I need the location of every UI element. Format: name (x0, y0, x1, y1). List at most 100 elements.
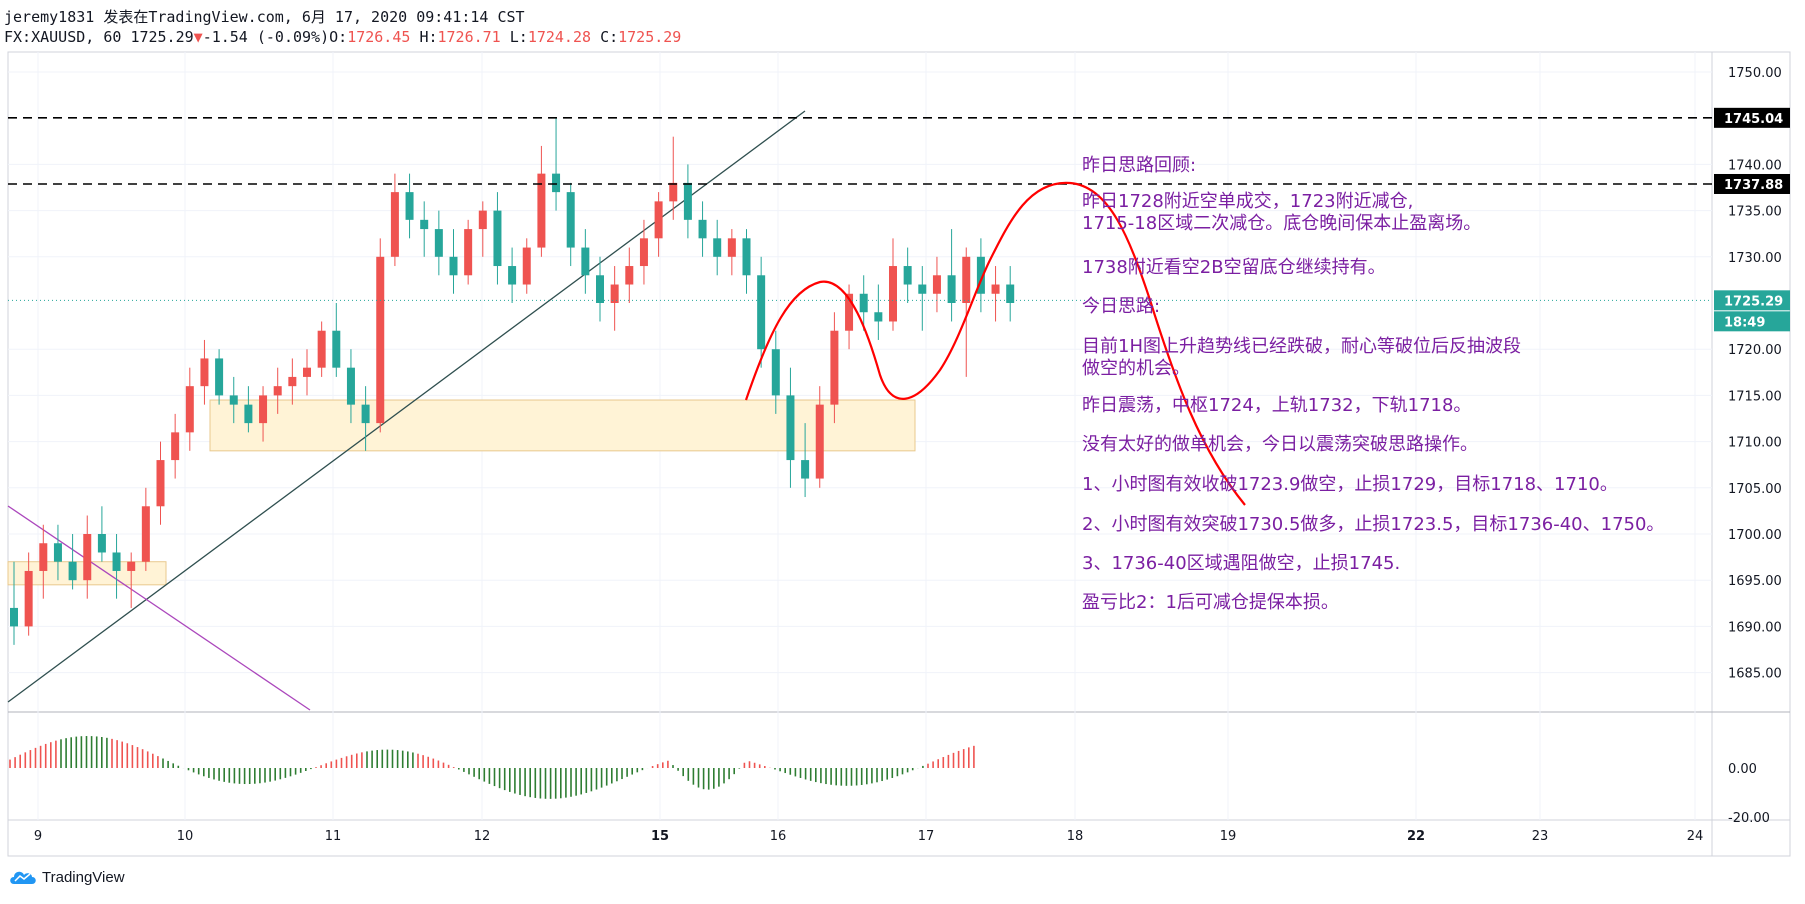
candle-body (346, 367, 355, 405)
note-line: 1738附近看空2B空留底仓继续持有。 (1082, 257, 1386, 278)
price-tag-label: 1725.29 (1724, 294, 1783, 309)
candle-body (420, 219, 429, 230)
price-tick: 1710.00 (1728, 436, 1782, 451)
candle-body (801, 460, 810, 479)
candle-body (127, 561, 136, 571)
note-line: 2、小时图有效突破1730.5做多，止损1723.5，目标1736-40、175… (1082, 514, 1665, 535)
price-tick: 1730.00 (1728, 251, 1782, 266)
note-line: 目前1H图上升趋势线已经跌破，耐心等破位后反抽波段 (1082, 336, 1521, 357)
candle-body (259, 395, 268, 424)
note-line: 做空的机会。 (1082, 358, 1190, 379)
candle-body (68, 561, 77, 581)
candle-body (508, 266, 517, 285)
candle-body (390, 192, 399, 257)
time-tick: 11 (325, 829, 342, 844)
note-line: 3、1736-40区域遇阻做空，止损1745. (1082, 553, 1401, 574)
downtrend-line[interactable] (7, 505, 311, 711)
candle-body (97, 534, 106, 553)
change-pct-label: (-0.09%) (256, 28, 330, 46)
down-arrow-icon: ▼ (193, 28, 203, 46)
candle-body (976, 256, 985, 294)
candle-body (537, 173, 546, 248)
price-tick: 1740.00 (1728, 158, 1782, 173)
note-line: 昨日震荡，中枢1724，上轨1732，下轨1718。 (1082, 395, 1472, 416)
candle-body (947, 275, 956, 303)
candle-body (610, 284, 619, 303)
levels (8, 117, 1712, 301)
note-line: 昨日思路回顾: (1082, 155, 1197, 176)
high-value: 1726.71 (437, 28, 501, 46)
candle-body (39, 543, 48, 571)
candle-body (478, 210, 487, 230)
time-axis[interactable]: 9 10 11 12 15 16 17 18 19 22 23 24 (34, 829, 1703, 844)
candle-body (903, 266, 912, 285)
candle-body (566, 192, 575, 248)
price-tick: 1695.00 (1728, 574, 1782, 589)
price-tag-label: 1745.04 (1724, 112, 1783, 127)
candle-body (215, 358, 224, 396)
time-tick: 12 (474, 829, 491, 844)
candle-body (830, 330, 839, 405)
price-tag (1714, 290, 1790, 311)
candle-body (859, 293, 868, 313)
close-value: 1725.29 (618, 28, 682, 46)
price-tag (1714, 173, 1790, 194)
price-tick: 1735.00 (1728, 205, 1782, 220)
indicator-tick: 0.00 (1728, 762, 1757, 777)
price-tick: 1700.00 (1728, 528, 1782, 543)
time-tick: 22 (1407, 829, 1425, 844)
note-line: 盈亏比2：1后可减仓提保本损。 (1082, 592, 1339, 613)
tradingview-logo[interactable]: TradingView (8, 868, 125, 886)
candle-body (53, 543, 62, 562)
note-line: 昨日1728附近空单成交，1723附近减仓, (1082, 191, 1414, 212)
candle-body (376, 256, 385, 424)
candle-body (552, 173, 561, 193)
candle-body (200, 358, 209, 387)
time-tick: 24 (1687, 829, 1704, 844)
candle-body (918, 284, 927, 294)
publish-info: jeremy1831 发表在TradingView.com, 6月 17, 20… (4, 8, 525, 26)
candle-body (493, 210, 502, 267)
support-zone (209, 399, 916, 452)
price-tick: 1685.00 (1728, 667, 1782, 682)
candle-body (713, 238, 722, 257)
forecast-path[interactable] (744, 181, 1246, 506)
candle-body (1006, 284, 1015, 303)
candle-body (332, 330, 341, 368)
low-key: L: (509, 28, 528, 46)
price-tick: 1690.00 (1728, 620, 1782, 635)
time-tick: 9 (34, 829, 42, 844)
candle-body (434, 229, 443, 257)
candle-body (698, 219, 707, 239)
price-tags: 1745.04 1737.88 1725.29 18:49 (1714, 107, 1790, 332)
candle-body (156, 460, 165, 507)
candle-body (654, 201, 663, 239)
candle-body (639, 238, 648, 267)
close-key: C: (600, 28, 619, 46)
change-label: -1.54 (202, 28, 248, 46)
time-tick: 18 (1067, 829, 1084, 844)
candle-body (727, 238, 736, 257)
price-tick: 1720.00 (1728, 343, 1782, 358)
time-tick: 17 (918, 829, 935, 844)
candles (10, 118, 1015, 645)
price-tag (1714, 107, 1790, 128)
time-tick: 15 (651, 829, 669, 844)
indicator-axis: 0.00 -20.00 (1728, 762, 1770, 826)
candle-body (581, 247, 590, 276)
candle-body (771, 349, 780, 396)
note-line: 没有太好的做单机会，今日以震荡突破思路操作。 (1082, 434, 1478, 455)
candle-body (815, 404, 824, 479)
ohlc-legend: FX:XAUUSD, 60 1725.29▼-1.54 (-0.09%)O:17… (4, 28, 681, 46)
price-tick: 1705.00 (1728, 482, 1782, 497)
candle-body (449, 256, 458, 276)
price-axis[interactable]: 1750.00 1740.00 1735.00 1730.00 1720.00 1715.… (1728, 66, 1782, 682)
candle-body (889, 266, 897, 322)
candle-body (522, 247, 531, 285)
symbol-label: FX:XAUUSD, 60 (4, 28, 122, 46)
time-tick: 19 (1220, 829, 1237, 844)
candle-body (845, 293, 854, 331)
uptrend-line[interactable] (7, 110, 806, 703)
candle-body (24, 570, 33, 627)
